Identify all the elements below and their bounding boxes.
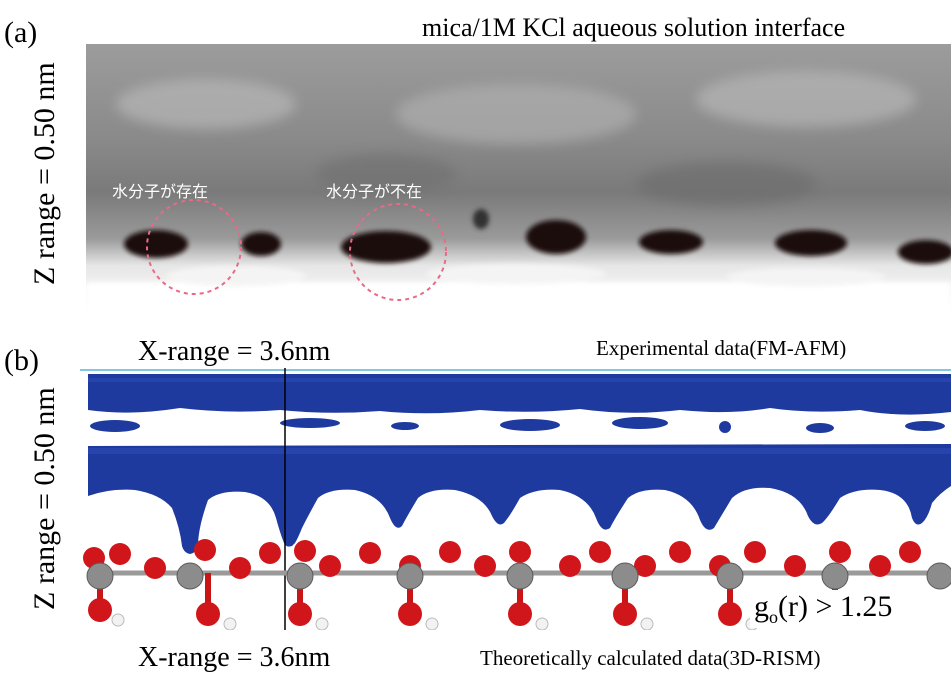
rism-image	[80, 368, 951, 630]
gor-rest: (r) > 1.25	[778, 590, 893, 623]
panel-b-caption: Theoretically calculated data(3D-RISM)	[480, 646, 821, 670]
water-present-circle	[146, 199, 242, 295]
afm-image	[86, 44, 951, 314]
panel-b-label: (b)	[4, 344, 39, 377]
water-present-annotation: 水分子が存在	[112, 182, 209, 201]
panel-b-x-range-label: X-range = 3.6nm	[138, 642, 331, 673]
panel-a-z-range-label: Z range = 0.50 nm	[28, 62, 61, 285]
gor-base: g	[754, 590, 769, 623]
panel-b-z-range-label: Z range = 0.50 nm	[28, 387, 61, 610]
water-absent-annotation: 水分子が不在	[326, 182, 423, 201]
water-absent-circle	[349, 203, 447, 301]
panel-a-caption: Experimental data(FM-AFM)	[596, 336, 847, 360]
g-o-r-threshold-label: go(r) > 1.25	[750, 590, 897, 628]
panel-a-x-range-label: X-range = 3.6nm	[138, 336, 331, 367]
gor-sub: o	[769, 607, 778, 627]
panel-a-title: mica/1M KCl aqueous solution interface	[422, 13, 846, 42]
panel-a-label: (a)	[4, 16, 38, 49]
